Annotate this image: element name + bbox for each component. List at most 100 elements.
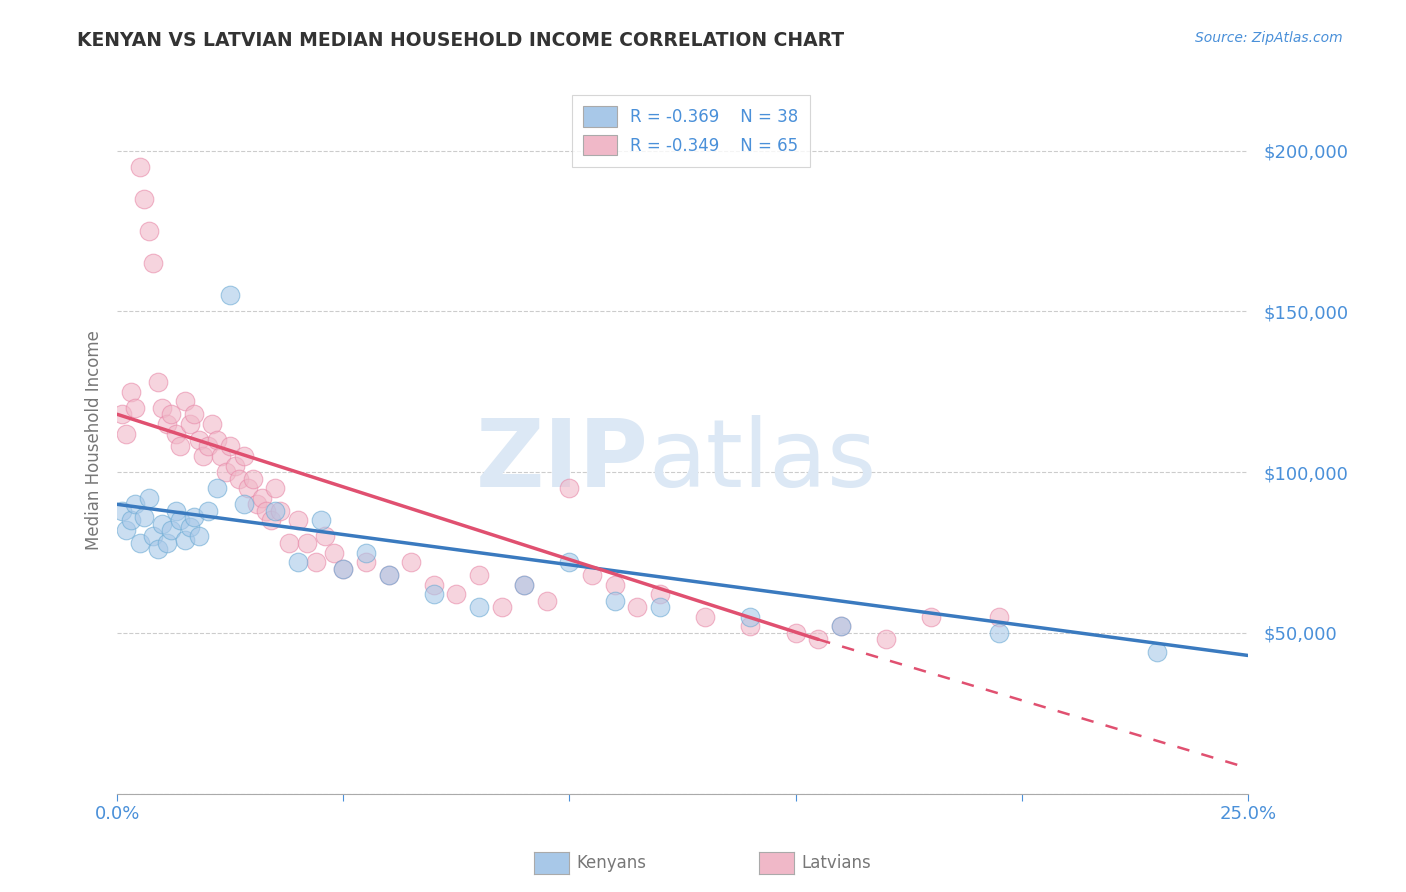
Point: [323, 545, 346, 559]
Point: [1146, 645, 1168, 659]
Point: [581, 568, 603, 582]
Point: [111, 504, 134, 518]
Point: [648, 600, 671, 615]
Point: [134, 192, 156, 206]
Point: [201, 417, 224, 431]
Point: [603, 594, 626, 608]
Point: [205, 481, 228, 495]
Point: [209, 449, 232, 463]
Text: KENYAN VS LATVIAN MEDIAN HOUSEHOLD INCOME CORRELATION CHART: KENYAN VS LATVIAN MEDIAN HOUSEHOLD INCOM…: [77, 31, 845, 50]
Point: [142, 529, 165, 543]
Point: [287, 513, 309, 527]
Point: [740, 610, 762, 624]
Point: [160, 407, 183, 421]
Point: [197, 440, 219, 454]
Point: [468, 600, 491, 615]
Point: [160, 523, 183, 537]
Point: [187, 529, 209, 543]
Point: [354, 555, 377, 569]
Point: [146, 542, 169, 557]
Point: [128, 536, 150, 550]
Point: [491, 600, 513, 615]
Point: [332, 561, 354, 575]
Point: [287, 555, 309, 569]
Point: [648, 587, 671, 601]
Point: [254, 504, 277, 518]
Point: [228, 472, 250, 486]
Point: [179, 520, 201, 534]
Point: [156, 536, 179, 550]
Text: Source: ZipAtlas.com: Source: ZipAtlas.com: [1195, 31, 1343, 45]
Point: [269, 504, 291, 518]
Point: [422, 577, 444, 591]
Point: [146, 375, 169, 389]
Point: [138, 491, 160, 505]
Point: [179, 417, 201, 431]
Point: [174, 533, 197, 547]
Legend: R = -0.369    N = 38, R = -0.349    N = 65: R = -0.369 N = 38, R = -0.349 N = 65: [571, 95, 810, 167]
Point: [354, 545, 377, 559]
Point: [187, 433, 209, 447]
Text: Latvians: Latvians: [801, 855, 872, 872]
Point: [305, 555, 328, 569]
Point: [152, 516, 174, 531]
Point: [260, 513, 283, 527]
Point: [183, 407, 205, 421]
Point: [468, 568, 491, 582]
Point: [377, 568, 399, 582]
Point: [558, 555, 581, 569]
Y-axis label: Median Household Income: Median Household Income: [86, 330, 103, 550]
Point: [197, 504, 219, 518]
Point: [224, 458, 246, 473]
Point: [807, 632, 830, 647]
Point: [156, 417, 179, 431]
Point: [988, 626, 1011, 640]
Point: [219, 288, 242, 302]
Point: [740, 619, 762, 633]
Point: [513, 577, 536, 591]
Point: [124, 497, 146, 511]
Point: [314, 529, 336, 543]
Point: [603, 577, 626, 591]
Point: [215, 465, 238, 479]
Point: [693, 610, 716, 624]
Point: [174, 394, 197, 409]
Point: [152, 401, 174, 415]
Point: [264, 504, 287, 518]
Point: [183, 510, 205, 524]
Text: ZIP: ZIP: [475, 416, 648, 508]
Point: [120, 384, 142, 399]
Point: [242, 472, 264, 486]
Point: [246, 497, 269, 511]
Point: [128, 160, 150, 174]
Point: [165, 426, 187, 441]
Point: [830, 619, 852, 633]
Point: [920, 610, 942, 624]
Point: [626, 600, 648, 615]
Point: [399, 555, 422, 569]
Point: [988, 610, 1011, 624]
Point: [205, 433, 228, 447]
Point: [142, 256, 165, 270]
Point: [238, 481, 260, 495]
Point: [120, 513, 142, 527]
Point: [134, 510, 156, 524]
Point: [250, 491, 273, 505]
Point: [169, 513, 191, 527]
Point: [115, 523, 138, 537]
Point: [169, 440, 191, 454]
Point: [830, 619, 852, 633]
Point: [124, 401, 146, 415]
Point: [536, 594, 558, 608]
Point: [295, 536, 318, 550]
Point: [232, 449, 254, 463]
Point: [191, 449, 214, 463]
Point: [446, 587, 468, 601]
Point: [138, 224, 160, 238]
Point: [165, 504, 187, 518]
Text: atlas: atlas: [648, 416, 877, 508]
Point: [422, 587, 444, 601]
Point: [875, 632, 897, 647]
Point: [377, 568, 399, 582]
Text: Kenyans: Kenyans: [576, 855, 647, 872]
